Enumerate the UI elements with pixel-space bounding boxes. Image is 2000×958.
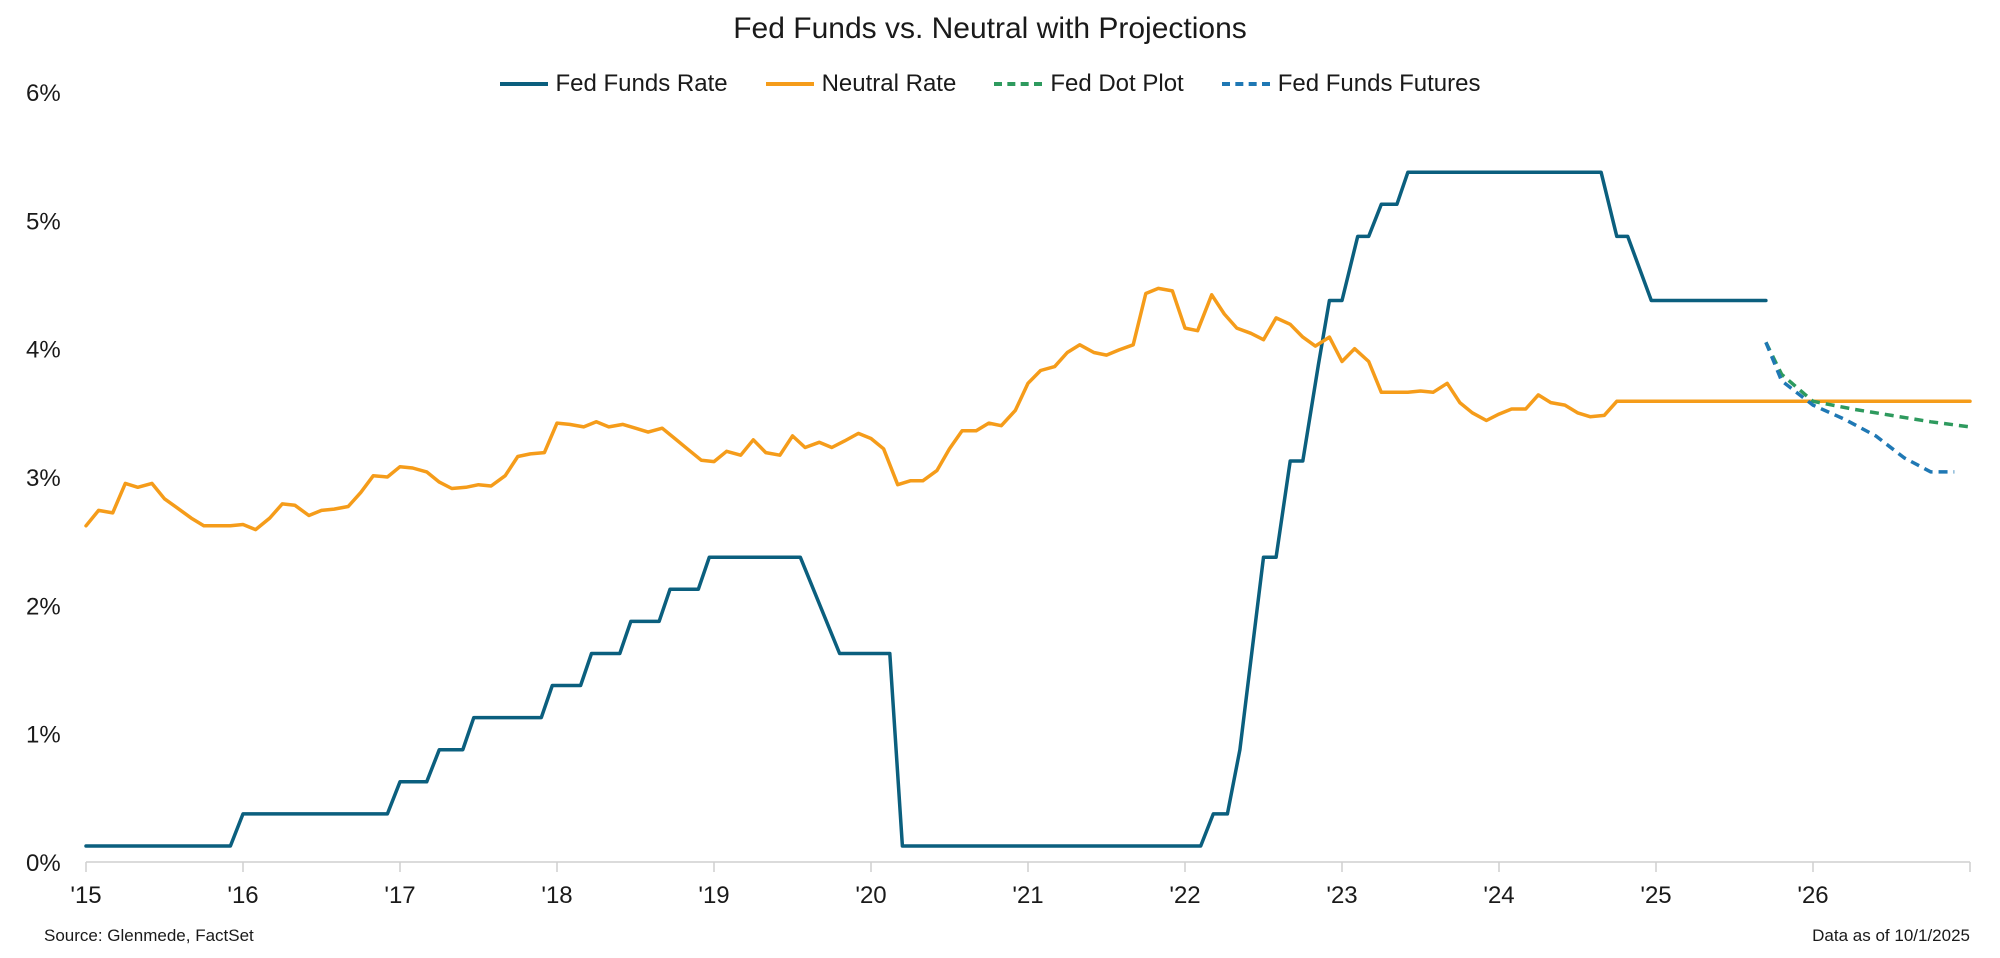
y-tick-label: 0% <box>26 850 61 877</box>
data-as-of-note: Data as of 10/1/2025 <box>1812 926 1970 945</box>
legend-swatch-fed-funds-futures <box>1221 82 1270 86</box>
x-tick-label: '23 <box>1326 882 1357 909</box>
legend-item-fed-funds-rate: Fed Funds Rate <box>499 70 728 98</box>
x-tick-label: '20 <box>855 882 886 909</box>
legend-item-neutral-rate: Neutral Rate <box>765 70 957 98</box>
legend-item-fed-funds-futures: Fed Funds Futures <box>1221 70 1481 98</box>
x-tick-label: '24 <box>1483 882 1514 909</box>
y-tick-label: 2% <box>26 593 61 620</box>
x-tick-label: '19 <box>698 882 729 909</box>
x-tick-label: '25 <box>1640 882 1671 909</box>
x-tick-label: '22 <box>1169 882 1200 909</box>
legend-swatch-neutral-rate <box>765 82 814 86</box>
legend-label-fed-funds-futures: Fed Funds Futures <box>1277 70 1481 97</box>
legend-swatch-fed-funds-rate <box>499 82 548 86</box>
series-line-fed-funds-rate <box>84 170 1768 848</box>
y-tick-label: 1% <box>26 722 61 749</box>
y-tick-label: 6% <box>26 80 61 107</box>
legend-swatch-fed-dot-plot <box>994 82 1043 86</box>
series-line-neutral-rate <box>84 286 1972 532</box>
x-tick-label: '21 <box>1012 882 1043 909</box>
legend-label-fed-dot-plot: Fed Dot Plot <box>1050 70 1184 97</box>
axes: '15 '16 '17 '18 '19 '20 '21 '22 '23 '24 '25 '26 0% 1%… <box>26 80 1971 909</box>
x-tick-label: '16 <box>227 882 258 909</box>
legend-label-fed-funds-rate: Fed Funds Rate <box>555 70 728 97</box>
x-tick-label: '15 <box>70 882 101 909</box>
x-tick-label: '26 <box>1797 882 1828 909</box>
y-tick-label: 3% <box>26 465 61 492</box>
source-note: Source: Glenmede, FactSet <box>44 926 254 945</box>
legend-label-neutral-rate: Neutral Rate <box>821 70 957 97</box>
legend-item-fed-dot-plot: Fed Dot Plot <box>994 70 1184 98</box>
y-tick-label: 5% <box>26 208 61 235</box>
series-line-fed-dot-plot <box>1764 341 1971 429</box>
x-tick-label: '18 <box>541 882 572 909</box>
legend: Fed Funds Rate Neutral Rate Fed Dot Plot… <box>0 70 1980 98</box>
x-tick-label: '17 <box>384 882 415 909</box>
chart-title: Fed Funds vs. Neutral with Projections <box>733 12 1247 45</box>
series-line-fed-funds-futures <box>1764 341 1955 474</box>
series-layer <box>84 170 1972 848</box>
y-tick-label: 4% <box>26 337 61 364</box>
